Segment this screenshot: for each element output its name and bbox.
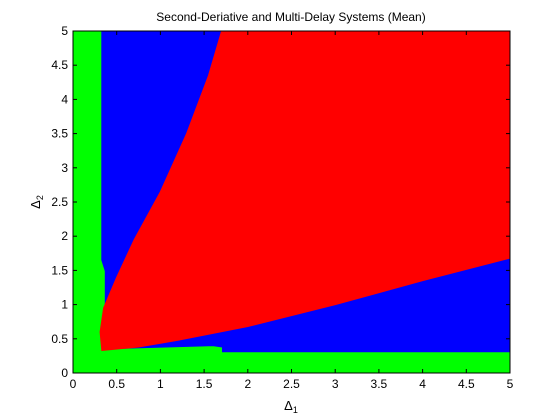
x-tick-label: 1 xyxy=(157,377,164,391)
y-tick-label: 2 xyxy=(61,229,68,243)
chart-title: Second-Deriative and Multi-Delay Systems… xyxy=(156,10,425,24)
x-tick-label: 2.5 xyxy=(283,377,300,391)
x-tick-label: 4.5 xyxy=(458,377,475,391)
x-tick-label: 3.5 xyxy=(371,377,388,391)
regions-layer xyxy=(73,31,510,373)
x-axis-label-sub: 1 xyxy=(293,405,298,415)
x-tick-label: 3 xyxy=(332,377,339,391)
ticks-layer: 0 0.5 1 1.5 2 2.5 3 3.5 4 4.5 5 0 0.5 1 1.5 2 2.5 3 3.5 4 4.… xyxy=(51,24,513,391)
y-tick-label: 5 xyxy=(61,24,68,38)
x-tick-label: 5 xyxy=(507,377,514,391)
x-axis-label-main: Δ xyxy=(284,398,293,413)
y-tick-label: 3 xyxy=(61,161,68,175)
y-tick-label: 4 xyxy=(61,92,68,106)
y-tick-label: 2.5 xyxy=(51,195,68,209)
y-axis-label-sub: 2 xyxy=(35,195,45,200)
y-tick-label: 1.5 xyxy=(51,263,68,277)
y-tick-label: 3.5 xyxy=(51,127,68,141)
y-axis-label: Δ2 xyxy=(28,195,45,209)
x-axis-label: Δ1 xyxy=(284,398,298,415)
y-tick-label: 0.5 xyxy=(51,332,68,346)
x-tick-label: 4 xyxy=(419,377,426,391)
region-red-2 xyxy=(99,31,510,351)
x-tick-label: 0 xyxy=(70,377,77,391)
x-tick-label: 2 xyxy=(244,377,251,391)
y-tick-label: 0 xyxy=(61,366,68,380)
y-axis-label-main: Δ xyxy=(28,200,43,209)
x-tick-label: 0.5 xyxy=(108,377,125,391)
y-tick-label: 1 xyxy=(61,298,68,312)
y-tick-label: 4.5 xyxy=(51,58,68,72)
x-tick-label: 1.5 xyxy=(196,377,213,391)
